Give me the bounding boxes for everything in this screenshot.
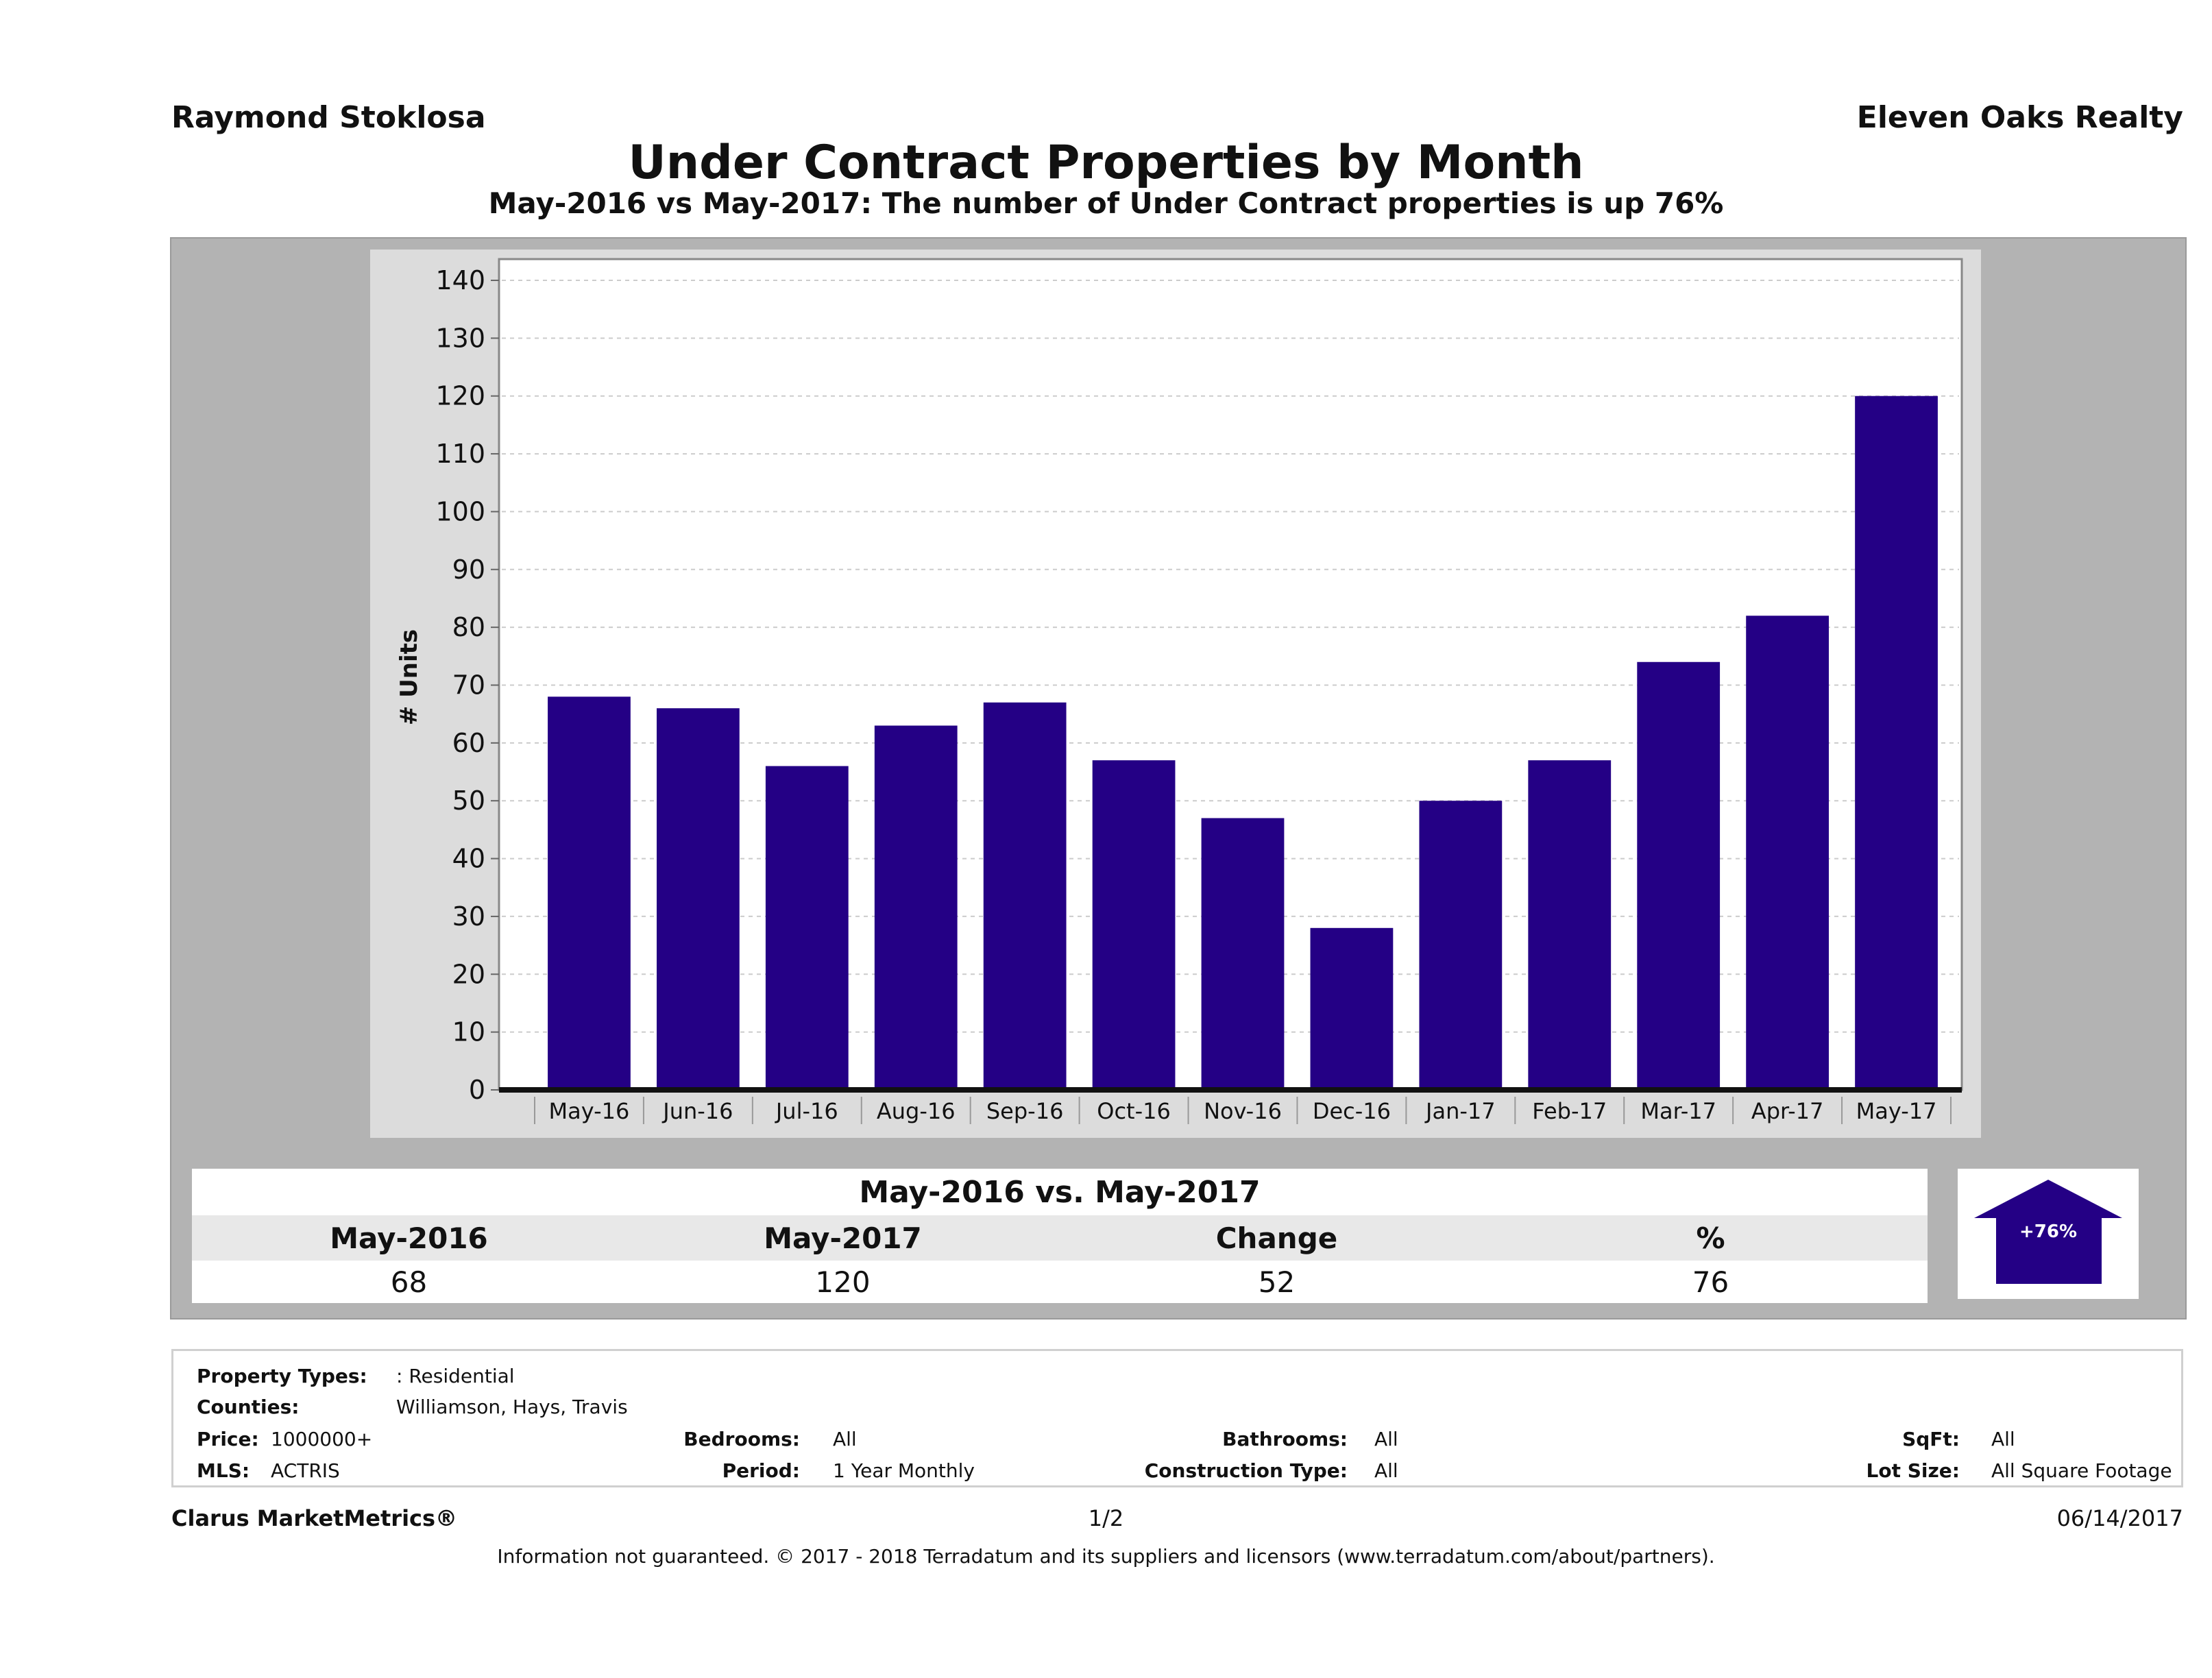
value-percent: 76: [1692, 1265, 1729, 1299]
criteria-mls: MLS:: [197, 1459, 250, 1482]
criteria-construction-value: All: [1374, 1459, 1398, 1482]
y-tick-label: 80: [452, 612, 485, 642]
x-tick-label: Nov-16: [1204, 1098, 1282, 1124]
criteria-property-types: Property Types:: [197, 1365, 367, 1387]
x-tick-label: Mar-17: [1640, 1098, 1716, 1124]
y-tick-label: 100: [435, 496, 485, 526]
x-tick-label: May-17: [1856, 1098, 1937, 1124]
bar-nov-16: [1201, 818, 1285, 1090]
y-tick-label: 30: [452, 901, 485, 932]
criteria-counties: Counties:: [197, 1396, 300, 1418]
y-tick-label: 50: [452, 786, 485, 816]
header-change: Change: [1215, 1221, 1338, 1255]
criteria-bedrooms: Bedrooms:: [683, 1428, 800, 1450]
x-tick-label: May-16: [549, 1098, 630, 1124]
value-may-2016: 68: [390, 1265, 428, 1299]
chart-title: Under Contract Properties by Month: [628, 136, 1584, 190]
bar-oct-16: [1092, 760, 1176, 1090]
y-tick-label: 20: [452, 959, 485, 989]
header-may-2016: May-2016: [330, 1221, 488, 1255]
x-tick-label: Oct-16: [1097, 1098, 1171, 1124]
criteria-period: Period:: [722, 1459, 800, 1482]
footer-brand: Clarus MarketMetrics®: [171, 1505, 458, 1531]
bar-dec-16: [1310, 927, 1394, 1090]
y-tick-label: 70: [452, 670, 485, 701]
search-criteria: Property Types: : Residential Counties: …: [171, 1349, 2183, 1487]
change-badge: +76%: [2019, 1221, 2077, 1242]
header-percent: %: [1696, 1221, 1725, 1255]
comparison-title-row: May-2016 vs. May-2017: [192, 1169, 1928, 1215]
y-tick-label: 130: [435, 323, 485, 353]
criteria-lot-size: Lot Size:: [1866, 1459, 1960, 1482]
value-change: 52: [1258, 1265, 1296, 1299]
x-tick-label: Feb-17: [1532, 1098, 1607, 1124]
agent-name: Raymond Stoklosa: [171, 100, 486, 135]
criteria-counties-value: Williamson, Hays, Travis: [396, 1396, 628, 1418]
criteria-price: Price:: [197, 1428, 259, 1450]
bar-chart: 0 10 20 30 40 50 60 70 80 90 100 110 120 130 140 May-1…: [370, 250, 1981, 1138]
criteria-sqft-value: All: [1991, 1428, 2015, 1450]
y-tick-label: 120: [435, 381, 485, 411]
comparison-header-row: May-2016 May-2017 Change %: [192, 1215, 1928, 1261]
criteria-construction: Construction Type:: [1144, 1459, 1348, 1482]
criteria-period-value: 1 Year Monthly: [833, 1459, 975, 1482]
y-tick-label: 10: [452, 1017, 485, 1047]
x-tick-label: Aug-16: [877, 1098, 956, 1124]
comparison-values-row: 68 120 52 76: [192, 1261, 1928, 1303]
criteria-price-value: 1000000+: [271, 1428, 373, 1450]
bar-jul-16: [765, 766, 849, 1090]
bar-apr-17: [1746, 616, 1830, 1090]
company-name: Eleven Oaks Realty: [1856, 100, 2183, 135]
disclaimer: Information not guaranteed. © 2017 - 201…: [497, 1545, 1715, 1568]
comparison-table: May-2016 vs. May-2017 May-2016 May-2017 …: [192, 1169, 1928, 1303]
criteria-bedrooms-value: All: [833, 1428, 857, 1450]
y-tick-label: 0: [469, 1075, 485, 1105]
x-tick-label: Jan-17: [1424, 1098, 1496, 1124]
criteria-mls-value: ACTRIS: [271, 1459, 340, 1482]
up-arrow-icon: +76%: [1974, 1180, 2122, 1284]
comparison-title: May-2016 vs. May-2017: [859, 1174, 1261, 1210]
x-tick-label: Apr-17: [1751, 1098, 1824, 1124]
y-axis-label: # Units: [396, 629, 423, 725]
bar-jun-16: [656, 708, 740, 1090]
bar-feb-17: [1528, 760, 1612, 1090]
report-date: 06/14/2017: [2056, 1505, 2183, 1531]
chart-subtitle: May-2016 vs May-2017: The number of Unde…: [488, 186, 1724, 220]
change-indicator: +76%: [1958, 1169, 2139, 1299]
y-tick-label: 110: [435, 439, 485, 469]
criteria-sqft: SqFt:: [1902, 1428, 1960, 1450]
y-tick-label: 90: [452, 555, 485, 585]
criteria-property-types-value: : Residential: [396, 1365, 515, 1387]
bar-may-17: [1855, 396, 1938, 1090]
x-tick-label: Jun-16: [661, 1098, 733, 1124]
bar-may-16: [548, 696, 631, 1090]
x-tick-label: Sep-16: [986, 1098, 1064, 1124]
bar-aug-16: [874, 725, 958, 1090]
bar-sep-16: [983, 702, 1067, 1090]
bar-mar-17: [1637, 661, 1721, 1090]
header-may-2017: May-2017: [764, 1221, 922, 1255]
y-tick-label: 40: [452, 844, 485, 874]
criteria-lot-size-value: All Square Footage: [1991, 1459, 2172, 1482]
page-number: 1/2: [1088, 1505, 1124, 1531]
y-tick-label: 140: [435, 265, 485, 295]
value-may-2017: 120: [815, 1265, 871, 1299]
x-tick-label: Jul-16: [775, 1098, 838, 1124]
criteria-bathrooms-value: All: [1374, 1428, 1398, 1450]
x-tick-label: Dec-16: [1313, 1098, 1391, 1124]
criteria-bathrooms: Bathrooms:: [1222, 1428, 1348, 1450]
y-tick-label: 60: [452, 728, 485, 758]
bar-jan-17: [1419, 801, 1503, 1090]
